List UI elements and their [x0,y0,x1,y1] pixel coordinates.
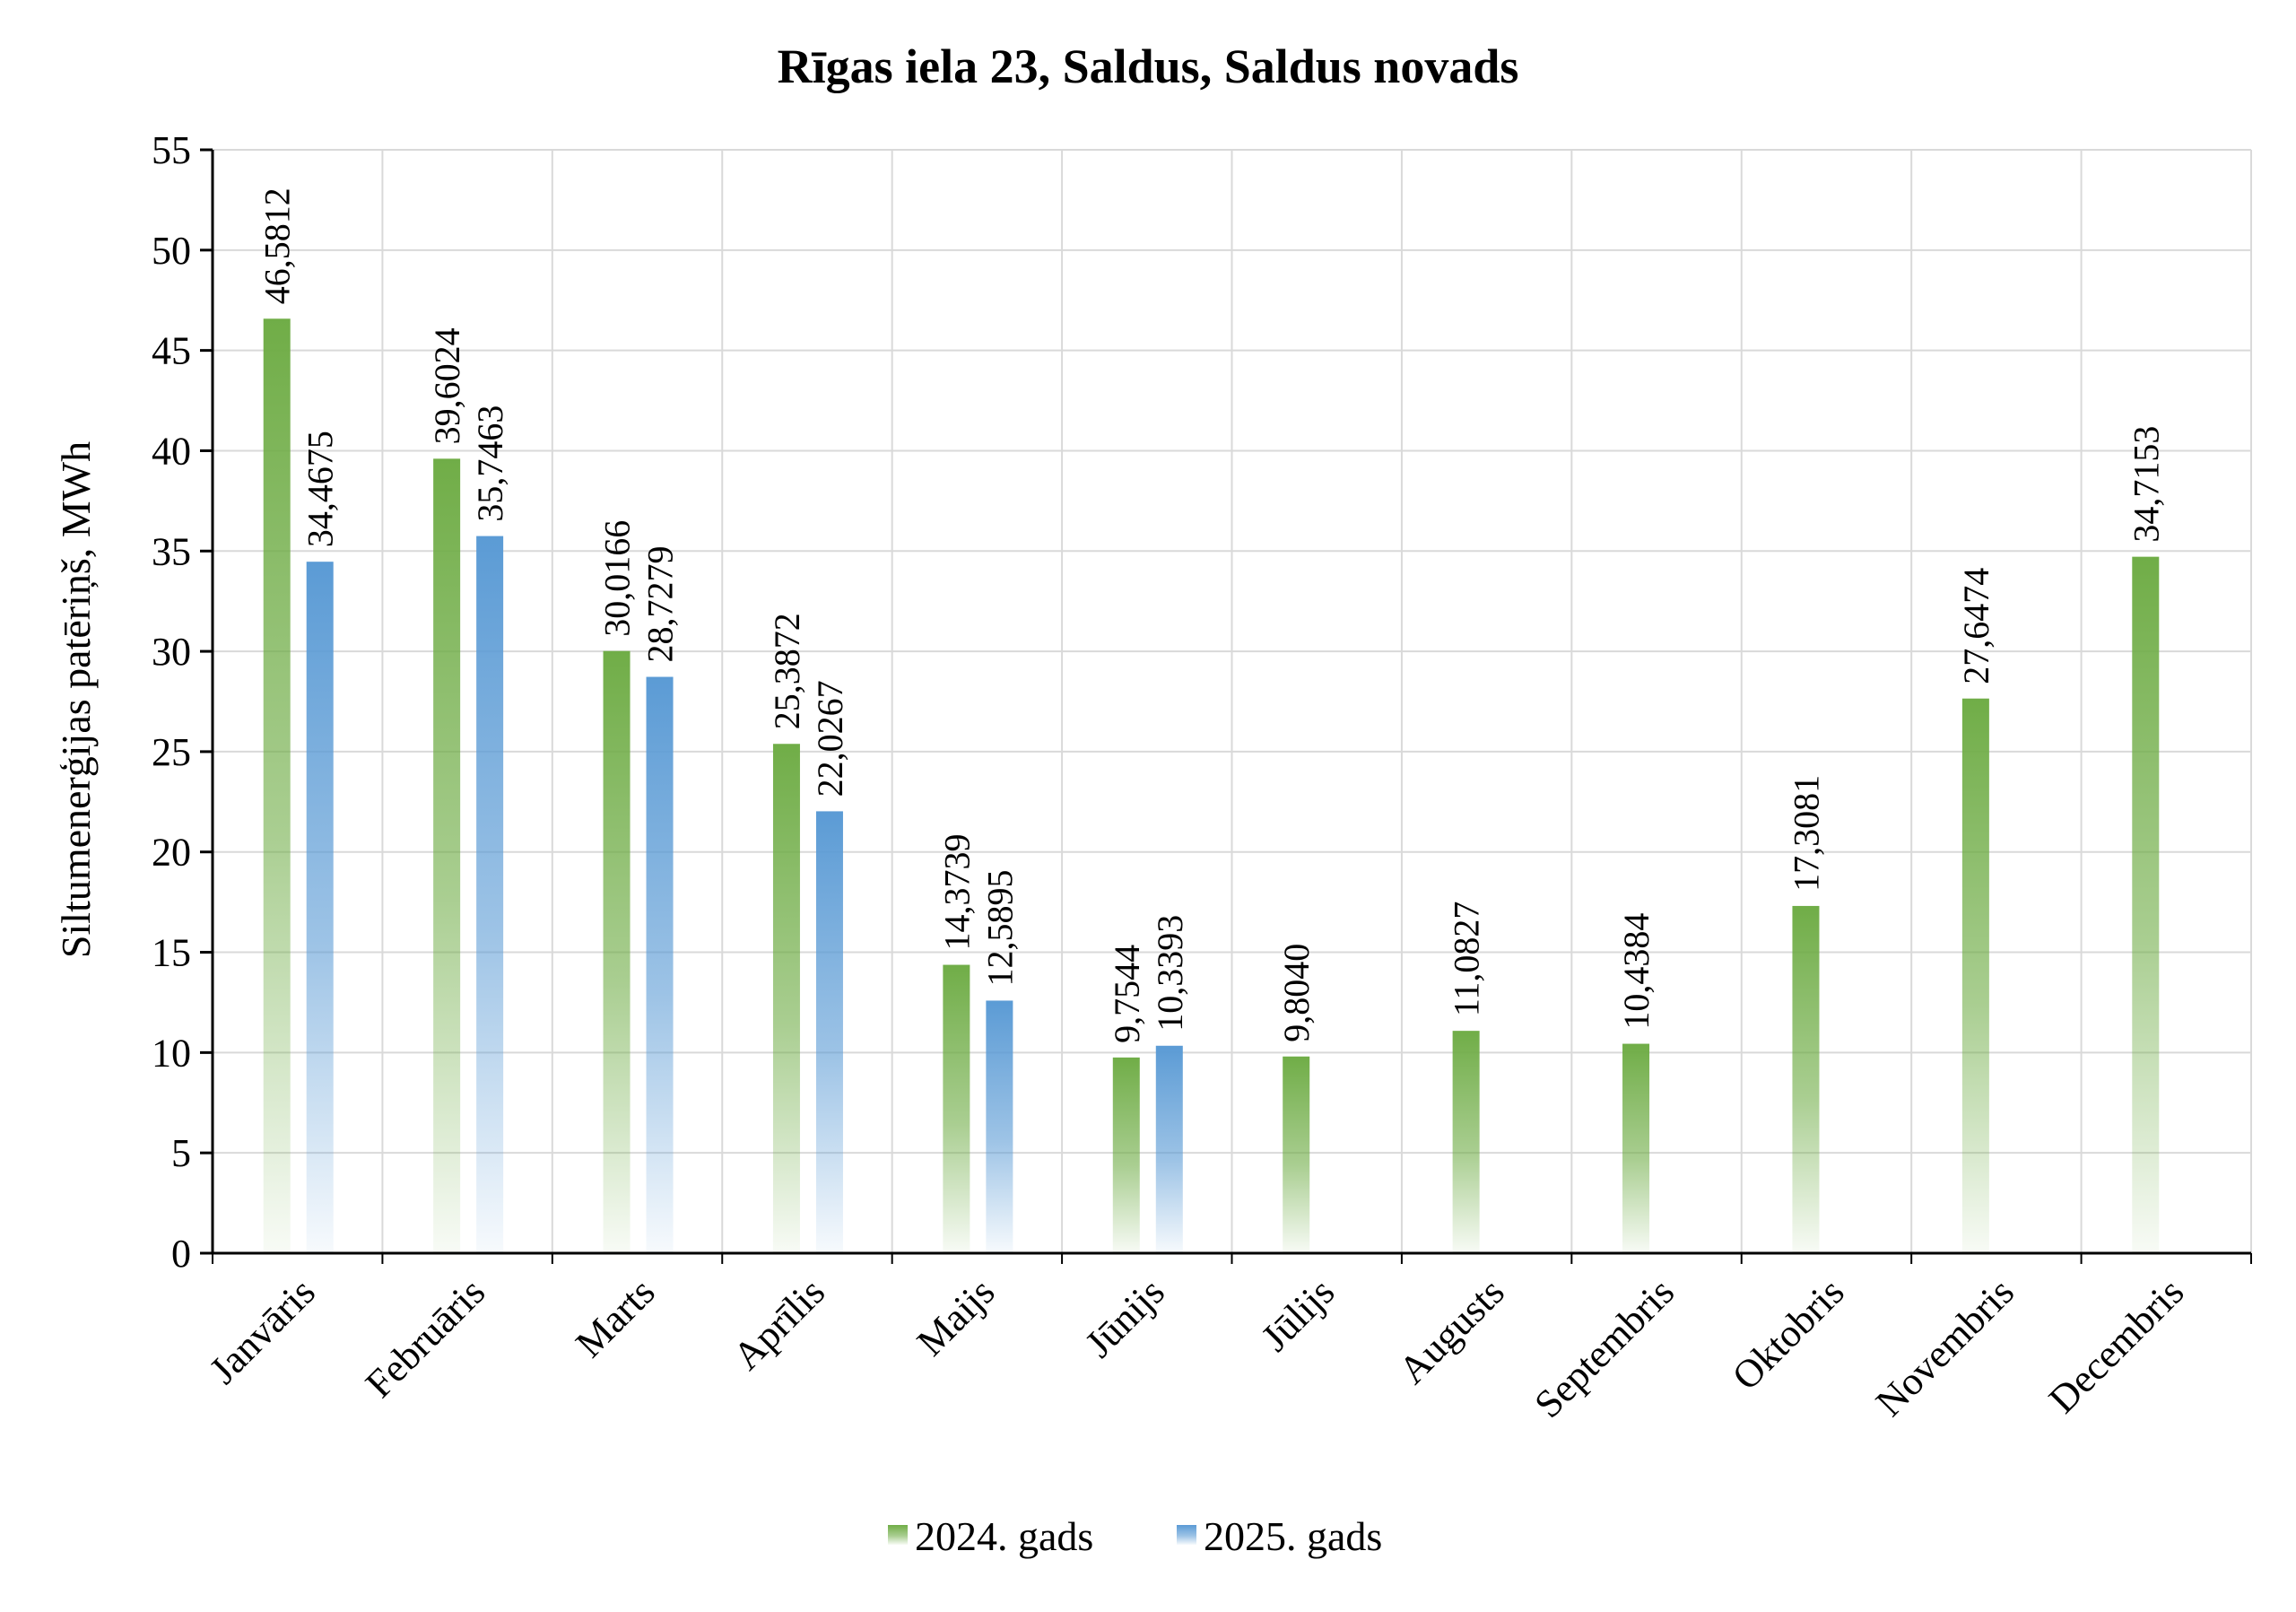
y-tick-label: 55 [152,128,191,172]
x-category-label: Aprīlis [725,1269,833,1378]
y-tick-label: 20 [152,831,191,875]
x-category-labels: Janvāris Februāris Marts Aprīlis Maijs Jūnijs… [201,1269,2192,1426]
x-category-label: Septembris [1526,1269,1683,1426]
bar-series-1 [943,964,970,1253]
bar-series-2 [815,811,843,1253]
data-label: 10,3393 [1150,915,1190,1032]
y-tick-label: 25 [152,730,191,774]
y-tick-label: 45 [152,329,191,373]
x-category-label: Novembris [1867,1269,2022,1425]
legend: 2024. gads 2025. gads [888,1513,1382,1559]
bar-series-1 [1452,1031,1480,1253]
x-category-label: Marts [567,1269,663,1365]
legend-swatch [1177,1525,1196,1545]
x-category-label: Februāris [357,1269,493,1406]
y-tick-label: 30 [152,630,191,674]
data-label: 30,0166 [597,520,638,637]
bars [263,318,2160,1253]
y-tick-label: 40 [152,429,191,473]
bar-series-1 [603,650,631,1253]
x-category-label: Jūnijs [1077,1269,1173,1365]
x-category-label: Maijs [909,1269,1004,1364]
bar-series-2 [986,1000,1013,1253]
bar-series-1 [1283,1056,1310,1253]
data-label: 46,5812 [257,187,298,304]
bar-series-2 [476,536,504,1253]
data-label: 10,4384 [1616,913,1657,1030]
x-category-label: Oktobris [1724,1269,1853,1399]
bar-series-1 [2132,556,2160,1253]
bar-series-1 [1792,905,1820,1253]
axes [200,148,2252,1264]
bar-series-1 [772,744,800,1253]
y-tick-label: 35 [152,529,191,573]
x-category-label: Janvāris [201,1269,324,1392]
bar-series-2 [1155,1045,1183,1253]
bar-series-1 [263,318,291,1253]
data-label: 9,8040 [1276,944,1317,1042]
data-label: 14,3739 [936,834,977,951]
data-label: 35,7463 [470,405,510,522]
bar-series-1 [1112,1057,1140,1253]
y-tick-label: 15 [152,931,191,975]
data-label: 39,6024 [427,327,467,444]
y-axis-title: Siltumenerģijas patēriņš, MWh [53,441,99,958]
data-label: 25,3872 [767,613,807,729]
y-tick-label: 5 [171,1131,191,1175]
data-label: 27,6474 [1956,568,1996,684]
data-label: 12,5895 [979,869,1020,986]
legend-swatch [888,1525,908,1545]
bar-series-1 [433,458,461,1253]
bar-series-1 [1622,1043,1650,1253]
bar-series-1 [1961,698,1989,1253]
legend-label: 2025. gads [1204,1513,1382,1559]
bar-series-2 [646,676,674,1253]
gridlines [213,149,2252,1253]
y-tick-label: 0 [171,1232,191,1276]
data-label: 11,0827 [1447,902,1487,1017]
data-label: 9,7544 [1107,945,1147,1043]
chart-title: Rīgas iela 23, Saldus, Saldus novads [778,39,1519,93]
data-label: 34,7153 [2126,426,2166,543]
data-label: 28,7279 [640,546,681,663]
data-label: 22,0267 [810,680,850,797]
x-category-label: Augusts [1390,1269,1513,1392]
y-tick-labels: 0 5 10 15 20 25 30 35 40 45 50 55 [152,128,191,1276]
legend-label: 2024. gads [915,1513,1093,1559]
x-category-label: Decembris [2040,1269,2192,1421]
data-label: 34,4675 [300,431,341,547]
x-category-label: Jūlijs [1253,1269,1343,1359]
y-tick-label: 10 [152,1031,191,1075]
y-tick-label: 50 [152,229,191,273]
data-label: 17,3081 [1786,775,1826,892]
bar-series-2 [306,562,334,1253]
